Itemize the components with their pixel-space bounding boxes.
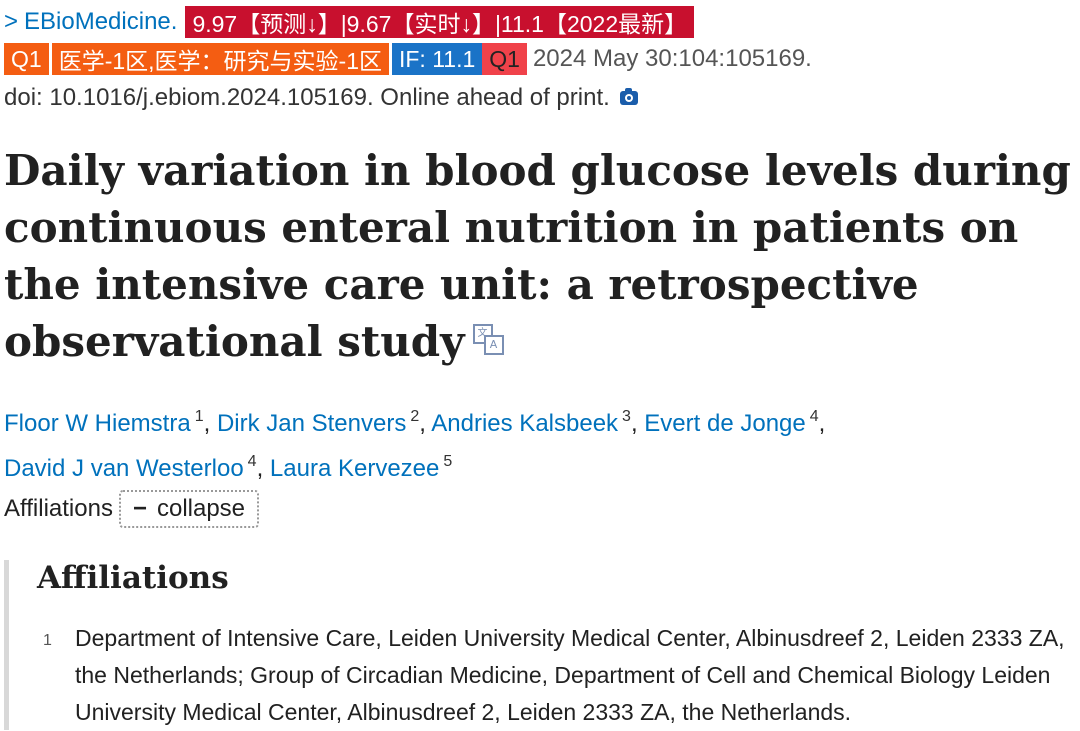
doi-text: doi: 10.1016/j.ebiom.2024.105169. Online… bbox=[4, 84, 610, 111]
author-affiliation-number[interactable]: 3 bbox=[622, 408, 631, 425]
affiliations-toggle-row: Affiliations − collapse bbox=[4, 490, 260, 528]
journal-row: > EBioMedicine. 9.97【预测↓】|9.67【实时↓】|11.1【… bbox=[4, 6, 695, 38]
category-badge: 医学-1区,医学：研究与实验-1区 bbox=[51, 43, 389, 75]
article-title-text: Daily variation in blood glucose levels … bbox=[4, 146, 1071, 366]
author-link[interactable]: Dirk Jan Stenvers bbox=[216, 410, 407, 437]
quartile-badge-secondary: Q1 bbox=[482, 43, 527, 75]
citation-date-volume: 2024 May 30:104:105169. bbox=[532, 45, 812, 72]
impact-factor-badge: IF: 11.1 bbox=[391, 43, 483, 75]
affiliation-item: 1 Department of Intensive Care, Leiden U… bbox=[43, 620, 1080, 731]
affiliations-label: Affiliations bbox=[4, 495, 113, 522]
quartile-badge: Q1 bbox=[4, 43, 49, 75]
impact-prediction-badge: 9.97【预测↓】|9.67【实时↓】|11.1【2022最新】 bbox=[185, 6, 695, 38]
author-link[interactable]: Floor W Hiemstra bbox=[4, 410, 191, 437]
affiliation-text: Department of Intensive Care, Leiden Uni… bbox=[75, 625, 1065, 725]
author-affiliation-number[interactable]: 5 bbox=[443, 453, 453, 470]
author-link[interactable]: Andries Kalsbeek bbox=[431, 410, 619, 437]
author-link[interactable]: Laura Kervezee bbox=[269, 455, 440, 482]
doi-row: doi: 10.1016/j.ebiom.2024.105169. Online… bbox=[4, 82, 638, 114]
journal-name: EBioMedicine. bbox=[24, 8, 178, 35]
author-list: Floor W Hiemstra 1, Dirk Jan Stenvers 2, A… bbox=[4, 408, 826, 482]
author-affiliation-number[interactable]: 4 bbox=[247, 453, 257, 470]
camera-icon[interactable] bbox=[619, 88, 638, 105]
author-link[interactable]: David J van Westerloo bbox=[4, 455, 244, 482]
affiliations-heading: Affiliations bbox=[37, 560, 229, 596]
author-affiliation-number[interactable]: 4 bbox=[809, 408, 819, 425]
chevron-right-icon: > bbox=[4, 8, 19, 35]
affiliation-number: 1 bbox=[43, 632, 52, 649]
affiliations-panel: Affiliations 1 Department of Intensive C… bbox=[4, 560, 1080, 730]
author-affiliation-number[interactable]: 2 bbox=[410, 408, 420, 425]
author-link[interactable]: Evert de Jonge bbox=[644, 410, 806, 437]
article-title: Daily variation in blood glucose levels … bbox=[4, 142, 1074, 370]
collapse-button-label: collapse bbox=[156, 495, 246, 522]
minus-icon: − bbox=[132, 495, 147, 522]
translate-icon-glyph-2: A bbox=[483, 335, 504, 355]
journal-link[interactable]: > EBioMedicine. bbox=[4, 8, 177, 36]
collapse-affiliations-button[interactable]: − collapse bbox=[118, 490, 260, 528]
author-affiliation-number[interactable]: 1 bbox=[194, 408, 204, 425]
metrics-row: Q1 医学-1区,医学：研究与实验-1区 IF: 11.1 Q1 2024 Ma… bbox=[4, 43, 812, 75]
